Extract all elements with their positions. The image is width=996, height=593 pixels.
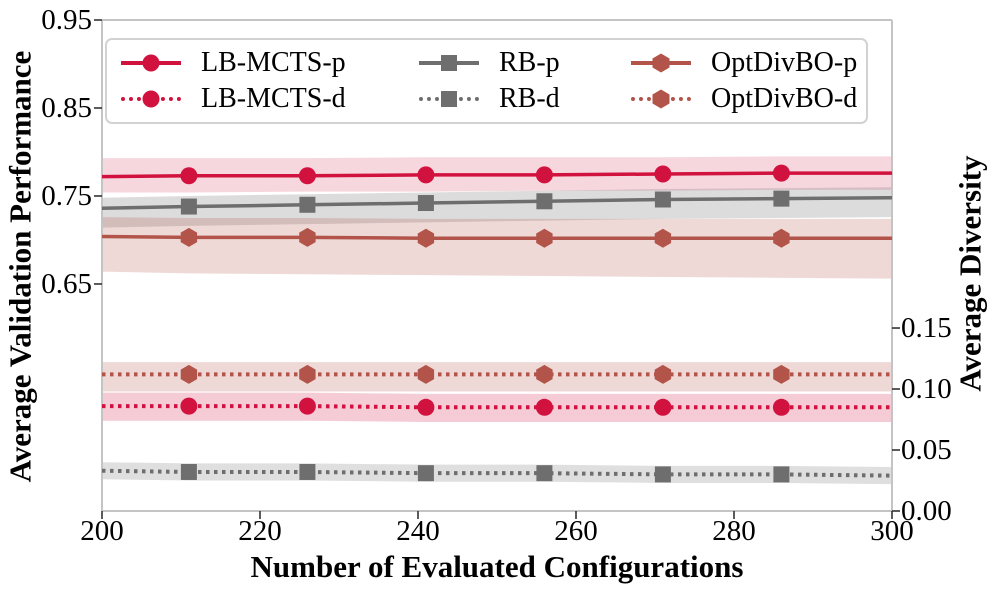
right-axis-label: Average Diversity: [952, 155, 988, 392]
marker-circle-LB-MCTS-p: [298, 167, 316, 185]
legend-item-lb-mcts-d: LB-MCTS-d: [121, 85, 419, 113]
legend-item-optdivbo-p: OptDivBO-p: [631, 49, 858, 77]
y-right-tick-label: 0.00: [901, 495, 952, 527]
marker-hexagon-OptDivBO-p: [299, 227, 316, 247]
marker-circle-LB-MCTS-d: [535, 398, 553, 416]
square-marker-icon: [441, 91, 457, 107]
legend-item-label: RB-p: [499, 47, 560, 78]
legend-item-rb-d: RB-d: [419, 85, 631, 113]
hexagon-marker-icon: [652, 53, 670, 73]
marker-hexagon-OptDivBO-p: [417, 228, 435, 248]
marker-square-RB-p: [654, 191, 671, 208]
series-line-RB-p: [101, 195, 893, 211]
marker-circle-LB-MCTS-p: [417, 166, 435, 184]
marker-square-RB-d: [536, 465, 553, 482]
legend-item-optdivbo-d: OptDivBO-d: [631, 85, 858, 113]
legend-sample: [121, 53, 181, 73]
x-tick-label: 280: [712, 515, 756, 547]
marker-hexagon-OptDivBO-d: [180, 364, 198, 384]
marker-hexagon-OptDivBO-d: [299, 364, 316, 384]
series-line-LB-MCTS-d: [102, 404, 892, 410]
marker-hexagon-OptDivBO-d: [773, 364, 790, 384]
legend: LB-MCTS-p LB-MCTS-d RB-p RB-d OptDivBO-p OptD…: [105, 38, 868, 124]
legend-item-lb-mcts-p: LB-MCTS-p: [121, 49, 419, 77]
x-tick-label: 200: [80, 515, 124, 547]
series-line-RB-d: [101, 468, 893, 478]
legend-sample: [419, 89, 479, 109]
y-right-tick-label: 0.15: [901, 312, 952, 345]
y-left-tick-label: 0.95: [41, 4, 92, 36]
marker-hexagon-OptDivBO-p: [773, 228, 790, 248]
marker-circle-LB-MCTS-p: [535, 166, 553, 184]
legend-sample: [631, 89, 691, 109]
legend-sample: [121, 89, 181, 109]
marker-square-RB-p: [536, 193, 553, 210]
marker-square-RB-d: [417, 465, 434, 482]
marker-square-RB-p: [773, 190, 790, 207]
x-tick-label: 300: [870, 515, 914, 547]
x-tick-label: 220: [238, 515, 282, 547]
legend-item-rb-p: RB-p: [419, 49, 631, 77]
marker-circle-LB-MCTS-d: [298, 397, 316, 415]
y-left-tick-label: 0.75: [41, 179, 92, 212]
legend-item-label: LB-MCTS-d: [201, 83, 346, 114]
y-left-tick-label: 0.65: [41, 267, 92, 300]
legend-item-label: OptDivBO-d: [711, 83, 858, 114]
band-OptDivBO-p: [102, 217, 892, 279]
marker-hexagon-OptDivBO-d: [536, 364, 553, 384]
marker-circle-LB-MCTS-d: [417, 398, 435, 416]
marker-circle-LB-MCTS-d: [654, 398, 672, 416]
marker-circle-LB-MCTS-d: [772, 398, 790, 416]
x-axis-label: Number of Evaluated Configurations: [250, 549, 744, 584]
marker-square-RB-d: [773, 466, 790, 483]
marker-hexagon-OptDivBO-d: [654, 364, 672, 384]
marker-square-RB-p: [299, 196, 316, 213]
legend-item-label: LB-MCTS-p: [201, 47, 346, 78]
marker-hexagon-OptDivBO-p: [180, 227, 198, 247]
legend-item-label: RB-d: [499, 83, 560, 114]
x-tick-label: 260: [554, 515, 598, 547]
marker-hexagon-OptDivBO-p: [654, 228, 672, 248]
y-right-tick-label: 0.10: [901, 373, 952, 405]
marker-square-RB-p: [180, 198, 197, 215]
legend-item-label: OptDivBO-p: [711, 47, 858, 78]
marker-square-RB-d: [654, 466, 671, 483]
series-line-OptDivBO-p: [101, 234, 892, 240]
marker-hexagon-OptDivBO-p: [536, 228, 553, 248]
hexagon-marker-icon: [652, 89, 670, 109]
circle-marker-icon: [142, 54, 160, 72]
marker-circle-LB-MCTS-p: [772, 164, 790, 182]
series-line-LB-MCTS-p: [101, 171, 892, 179]
square-marker-icon: [441, 55, 457, 71]
y-left-tick-label: 0.85: [41, 91, 92, 124]
marker-square-RB-p: [417, 195, 434, 212]
marker-circle-LB-MCTS-d: [180, 397, 198, 415]
x-tick-label: 240: [396, 515, 440, 547]
circle-marker-icon: [142, 90, 160, 108]
left-axis-label: Average Validation Performance: [2, 50, 38, 483]
marker-hexagon-OptDivBO-d: [417, 364, 435, 384]
y-right-tick-label: 0.05: [901, 434, 952, 466]
marker-circle-LB-MCTS-p: [180, 167, 198, 185]
legend-sample: [631, 53, 691, 73]
marker-square-RB-d: [180, 463, 197, 480]
legend-sample: [419, 53, 479, 73]
marker-circle-LB-MCTS-p: [654, 165, 672, 183]
marker-square-RB-d: [299, 463, 316, 480]
